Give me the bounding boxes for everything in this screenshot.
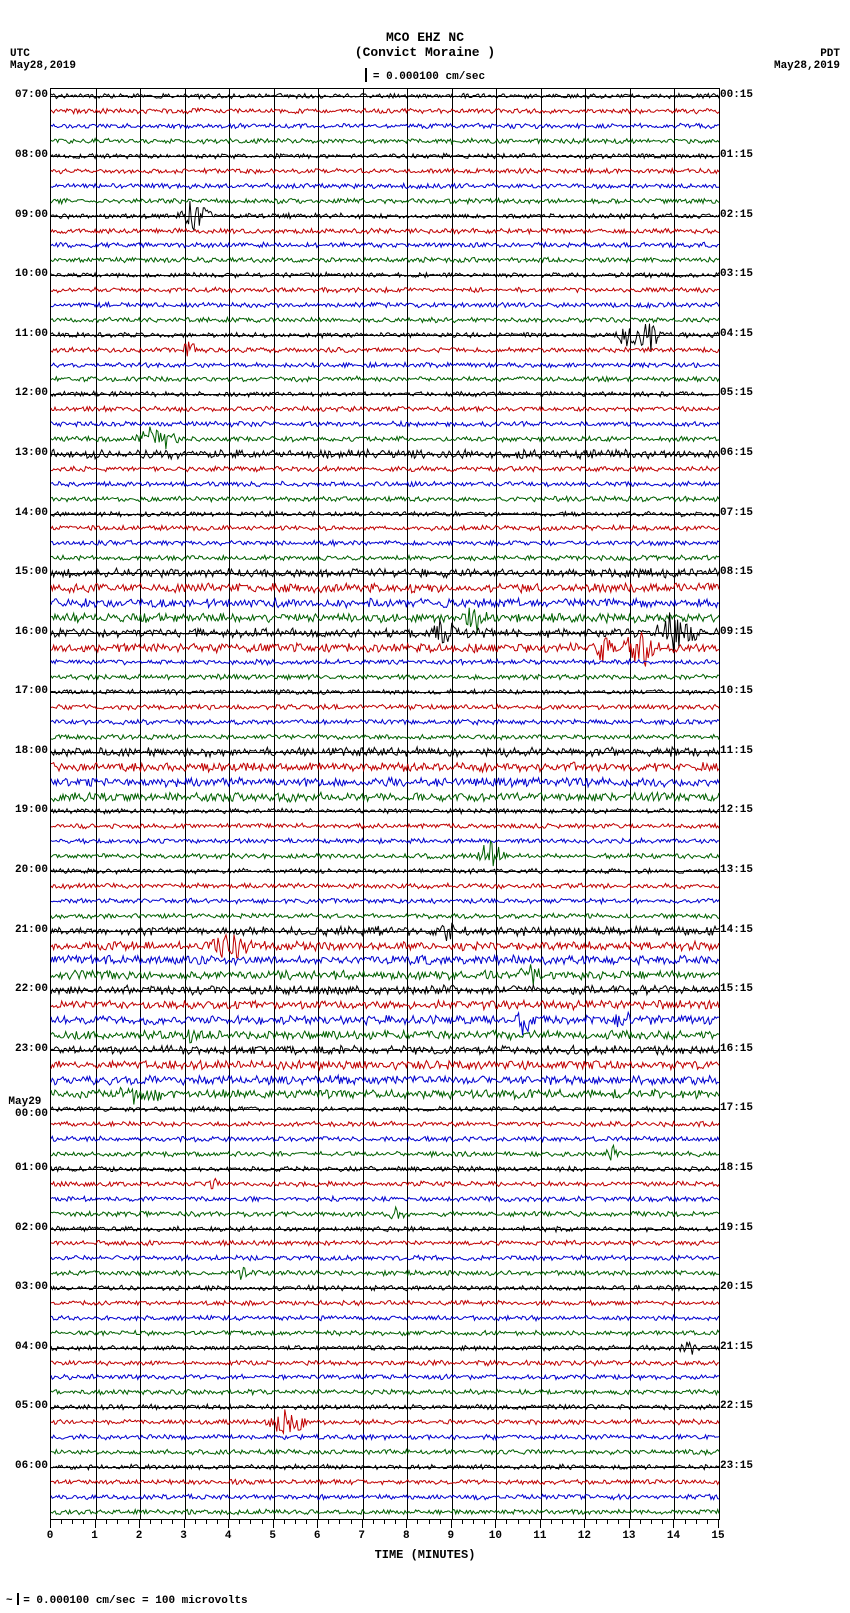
amplitude-scale: = 0.000100 cm/sec <box>320 68 530 83</box>
x-tick-label: 1 <box>91 1530 98 1542</box>
left-hour-label: 13:00 <box>15 447 48 459</box>
left-hour-label: 09:00 <box>15 209 48 221</box>
left-tz-date: May28,2019 <box>10 60 76 72</box>
left-hour-label: 12:00 <box>15 387 48 399</box>
x-tick-label: 14 <box>667 1530 680 1542</box>
right-hour-label: 03:15 <box>720 268 753 280</box>
x-tick-label: 12 <box>578 1530 591 1542</box>
right-hour-label: 16:15 <box>720 1043 753 1055</box>
left-hour-label: 04:00 <box>15 1341 48 1353</box>
right-hour-label: 02:15 <box>720 209 753 221</box>
right-hour-label: 12:15 <box>720 804 753 816</box>
station-location: (Convict Moraine ) <box>0 45 850 60</box>
right-hour-label: 13:15 <box>720 864 753 876</box>
right-hour-label: 18:15 <box>720 1162 753 1174</box>
left-hour-label: 11:00 <box>15 328 48 340</box>
left-hour-label: 07:00 <box>15 89 48 101</box>
right-hour-label: 20:15 <box>720 1281 753 1293</box>
x-tick-label: 5 <box>269 1530 276 1542</box>
left-hour-label: 14:00 <box>15 507 48 519</box>
x-tick-label: 11 <box>533 1530 546 1542</box>
scale-text: = 0.000100 cm/sec <box>373 71 485 83</box>
left-hour-label: 15:00 <box>15 566 48 578</box>
right-tz-label: PDT <box>774 48 840 60</box>
right-hour-label: 19:15 <box>720 1222 753 1234</box>
right-hour-label: 01:15 <box>720 149 753 161</box>
x-tick-label: 0 <box>47 1530 54 1542</box>
right-hour-label: 10:15 <box>720 685 753 697</box>
scale-bar-icon <box>365 68 367 82</box>
right-hour-label: 08:15 <box>720 566 753 578</box>
left-hour-label: 21:00 <box>15 924 48 936</box>
right-hour-label: 04:15 <box>720 328 753 340</box>
x-tick-label: 6 <box>314 1530 321 1542</box>
x-axis-title: TIME (MINUTES) <box>0 1548 850 1562</box>
right-hour-label: 17:15 <box>720 1102 753 1114</box>
left-hour-label: 01:00 <box>15 1162 48 1174</box>
footer-noise-icon: ~ <box>6 1595 11 1607</box>
right-hour-label: 00:15 <box>720 89 753 101</box>
x-tick-label: 7 <box>358 1530 365 1542</box>
footer-bar-icon <box>17 1593 19 1605</box>
x-tick-label: 13 <box>622 1530 635 1542</box>
x-tick-label: 2 <box>136 1530 143 1542</box>
left-hour-label: 22:00 <box>15 983 48 995</box>
station-code: MCO EHZ NC <box>0 30 850 45</box>
x-tick-label: 9 <box>447 1530 454 1542</box>
left-hour-label: 06:00 <box>15 1460 48 1472</box>
footer-text: = 0.000100 cm/sec = 100 microvolts <box>23 1595 247 1607</box>
left-hour-label: 02:00 <box>15 1222 48 1234</box>
left-hour-label: 20:00 <box>15 864 48 876</box>
x-tick-label: 3 <box>180 1530 187 1542</box>
left-timezone: UTC May28,2019 <box>10 48 76 72</box>
right-hour-label: 15:15 <box>720 983 753 995</box>
x-tick-label: 8 <box>403 1530 410 1542</box>
left-hour-label: 03:00 <box>15 1281 48 1293</box>
right-hour-label: 07:15 <box>720 507 753 519</box>
left-hour-label: 10:00 <box>15 268 48 280</box>
right-hour-label: 21:15 <box>720 1341 753 1353</box>
x-tick-label: 10 <box>489 1530 502 1542</box>
footer-scale: ~ = 0.000100 cm/sec = 100 microvolts <box>6 1593 248 1607</box>
right-tz-date: May28,2019 <box>774 60 840 72</box>
right-hour-label: 11:15 <box>720 745 753 757</box>
seismogram-page: MCO EHZ NC (Convict Moraine ) = 0.000100… <box>0 0 850 1613</box>
seismogram-plot <box>50 88 720 1520</box>
left-hour-label: May29 00:00 <box>8 1096 48 1120</box>
right-hour-label: 14:15 <box>720 924 753 936</box>
right-hour-label: 05:15 <box>720 387 753 399</box>
left-hour-label: 23:00 <box>15 1043 48 1055</box>
left-hour-label: 17:00 <box>15 685 48 697</box>
x-tick-label: 15 <box>711 1530 724 1542</box>
right-hour-label: 23:15 <box>720 1460 753 1472</box>
header: MCO EHZ NC (Convict Moraine ) <box>0 30 850 60</box>
left-hour-label: 16:00 <box>15 626 48 638</box>
left-tz-label: UTC <box>10 48 76 60</box>
right-hour-label: 22:15 <box>720 1400 753 1412</box>
right-hour-label: 09:15 <box>720 626 753 638</box>
right-hour-label: 06:15 <box>720 447 753 459</box>
x-tick-label: 4 <box>225 1530 232 1542</box>
left-hour-label: 08:00 <box>15 149 48 161</box>
left-hour-label: 19:00 <box>15 804 48 816</box>
left-hour-label: 05:00 <box>15 1400 48 1412</box>
right-timezone: PDT May28,2019 <box>774 48 840 72</box>
left-hour-label: 18:00 <box>15 745 48 757</box>
